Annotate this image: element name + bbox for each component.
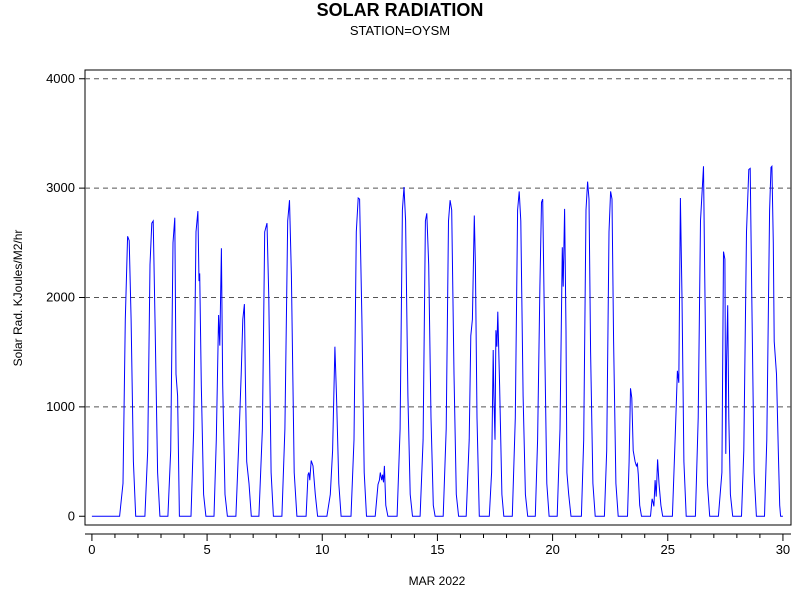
series-line-solar-radiation [91, 165, 783, 517]
y-tick-label: 3000 [46, 180, 75, 195]
x-axis: 0 5 10 15 20 25 30 [85, 533, 791, 557]
x-tick-label: 0 [88, 542, 95, 557]
x-axis-title: MAR 2022 [409, 574, 466, 588]
y-tick-label: 1000 [46, 399, 75, 414]
y-tick-label: 4000 [46, 71, 75, 86]
grid-lines [85, 78, 791, 408]
y-axis-title: Solar Rad. KJoules/M2/hr [11, 230, 25, 367]
x-tick-label: 10 [315, 542, 329, 557]
x-tick-label: 15 [430, 542, 444, 557]
x-tick-label: 5 [203, 542, 210, 557]
chart-title: SOLAR RADIATION [316, 0, 484, 20]
chart-subtitle: STATION=OYSM [349, 23, 451, 38]
x-tick-label: 30 [776, 542, 790, 557]
y-tick-label: 0 [68, 508, 75, 523]
x-tick-label: 20 [545, 542, 559, 557]
y-axis: 0 1000 2000 3000 4000 [46, 71, 85, 523]
y-tick-label: 2000 [46, 290, 75, 305]
x-tick-label: 25 [661, 542, 675, 557]
